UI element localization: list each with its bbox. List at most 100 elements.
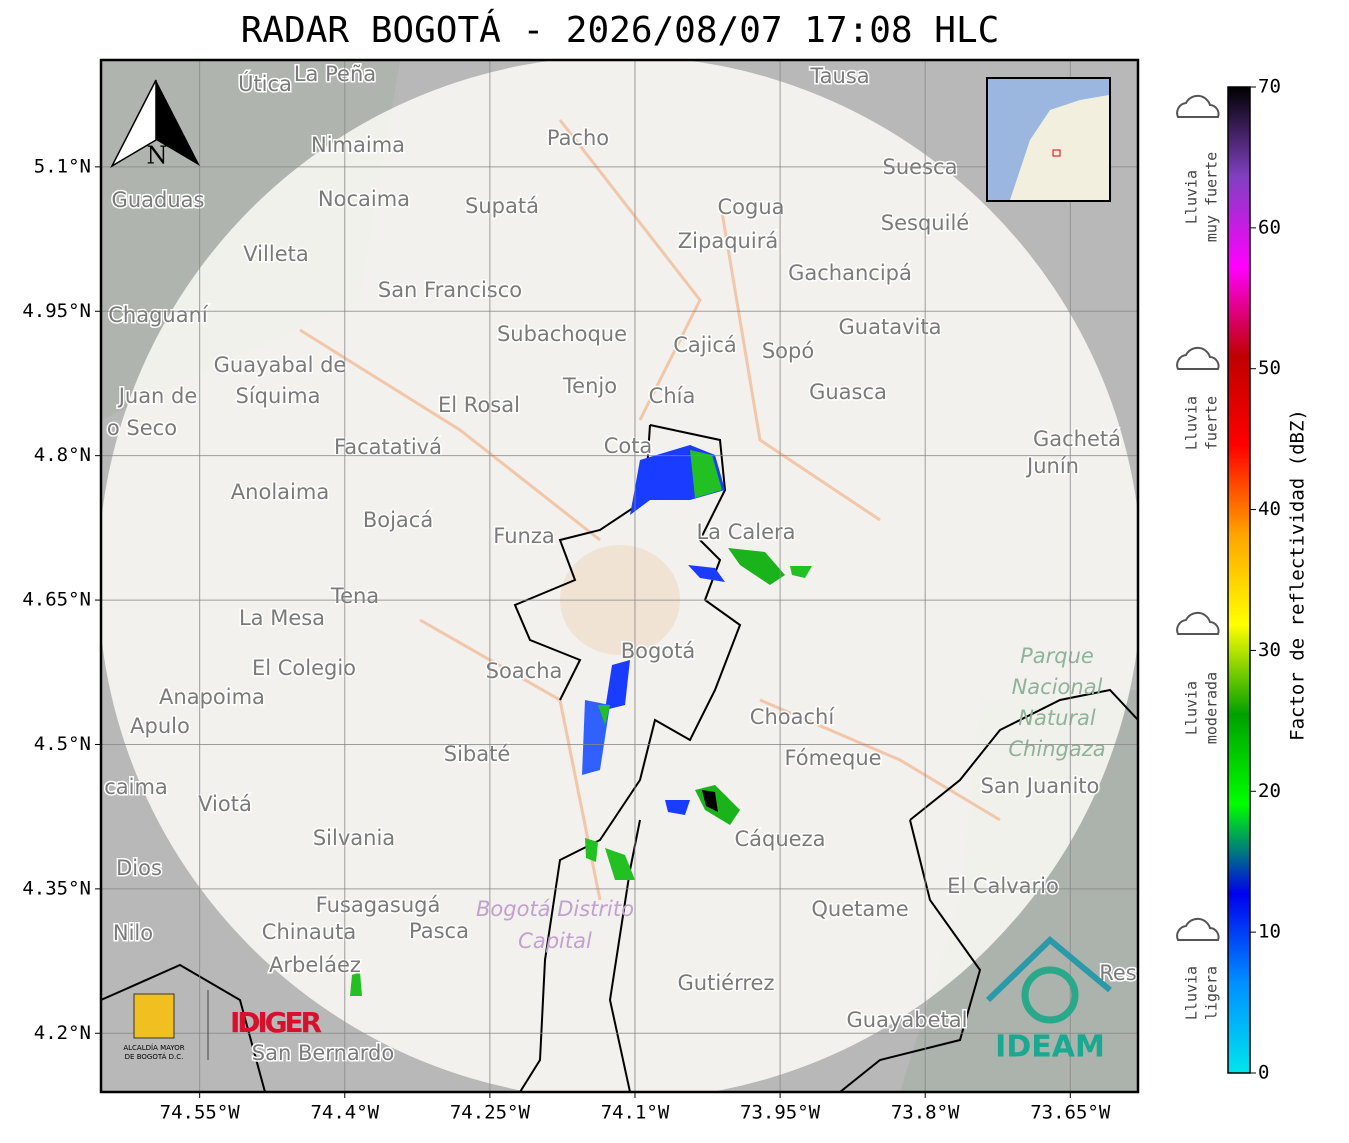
place-label: Dios [116,856,162,880]
place-label: Útica [238,71,292,96]
place-label: Anolaima [231,480,329,504]
y-tick-label: 4.65°N [22,589,91,611]
north-label: N [147,142,168,170]
place-label: Nilo [113,921,153,945]
y-tick-label: 5.1°N [34,155,91,177]
place-label: Guayabal de [214,353,347,377]
place-label: La Mesa [239,606,325,630]
place-label: San Bernardo [252,1041,394,1065]
y-tick-label: 4.5°N [34,733,91,755]
north-arrow: N [110,79,200,170]
place-label: Pasca [409,919,469,943]
roads [299,119,1001,901]
place-label: Funza [493,524,554,548]
echo [350,972,362,996]
place-label: El Rosal [438,393,520,417]
place-label: Sibaté [444,742,511,766]
park-label: Parque [1020,644,1094,668]
place-label: La Calera [696,520,795,544]
echo [605,848,635,880]
place-label: Chía [649,384,696,408]
x-tick-label: 73.65°W [1030,1102,1111,1124]
place-label: Tausa [809,64,869,88]
place-label: Choachí [750,705,836,729]
place-label: caima [104,775,168,799]
echo [728,548,785,585]
colorbar-tick-label: 60 [1258,216,1281,238]
place-label: Chaguaní [108,303,209,327]
place-label: Res [1099,961,1137,985]
rain-level-label: Lluvia [1183,170,1201,224]
place-label: Bojacá [363,508,433,532]
district-label: Bogotá Distrito [476,897,634,921]
y-tick-label: 4.35°N [22,877,91,899]
cloud-icon [1176,611,1220,635]
x-tick-label: 74.1°W [601,1102,670,1124]
y-tick-label: 4.8°N [34,444,91,466]
colorbar-tick-label: 50 [1258,357,1281,379]
echo [790,566,812,578]
place-label: La Peña [294,62,376,86]
map-frame [99,58,1140,1094]
place-label: Cajicá [673,333,737,357]
place-label: Arbeláez [269,953,361,977]
park-label: Chingaza [1008,737,1105,761]
y-tick-label: 4.2°N [34,1022,91,1044]
idiger-logo: IDIGER [230,1006,322,1039]
place-label: Subachoque [497,322,627,346]
colorbar-label: Factor de reflectividad (dBZ) [1287,409,1309,741]
x-tick-label: 73.95°W [740,1102,821,1124]
place-label: Quetame [811,897,908,921]
rain-level-label: Lluvia [1183,396,1201,450]
place-label: Guasca [809,380,887,404]
place-label: Juan de [117,384,198,408]
radar-echoes [350,445,812,996]
place-label: Cota [604,434,653,458]
ideam-roof [985,935,1112,1003]
place-label: Gachancipá [788,261,912,285]
district-label: Capital [518,929,592,953]
place-label: o Seco [107,416,177,440]
place-label: Guatavita [839,315,942,339]
district-boundary [513,424,742,1092]
x-tick-label: 74.55°W [160,1102,241,1124]
colorbar: Factor de reflectividad (dBZ) 0 10 20 30 40 5… [1227,76,1309,1084]
colorbar-tick-label: 30 [1258,639,1281,661]
place-label: Gutiérrez [678,971,775,995]
inset-map [986,77,1111,202]
ideam-logo: IDEAM [995,1030,1105,1065]
place-label: Zipaquirá [678,229,778,253]
x-tick-label: 74.4°W [310,1102,379,1124]
place-label: Apulo [130,714,190,738]
logos: ALCALDÍA MAYOR DE BOGOTÁ D.C. IDIGER IDE… [123,935,1112,1065]
rain-level-label: Lluvia [1183,966,1201,1020]
x-tick-label: 74.25°W [450,1102,531,1124]
place-label: Soacha [486,659,563,683]
colorbar-tick-label: 10 [1258,921,1281,943]
place-label: Cogua [717,195,784,219]
echo [665,800,690,815]
place-label: Síquima [236,384,321,408]
ideam-swirl [1021,966,1079,1024]
place-label: Viotá [198,792,252,816]
place-label: Tena [330,584,379,608]
place-label: Pacho [547,126,609,150]
colorbar-scale [1227,86,1251,1074]
place-label: Sopó [762,339,814,363]
echo [598,705,610,725]
place-label: Junín [1025,454,1079,478]
place-label: Nimaima [311,133,405,157]
crest [133,993,175,1039]
department-boundary [101,688,1138,1092]
colorbar-tick-label: 20 [1258,780,1281,802]
title: RADAR BOGOTÁ - 2026/08/07 17:08 HLC [241,9,1000,51]
alcaldia-text: ALCALDÍA MAYOR [123,1043,184,1052]
park-label: Natural [1018,706,1096,730]
cloud-icon [1176,94,1220,118]
rain-level-label: muy fuerte [1203,152,1221,242]
place-label: Fómeque [784,746,881,770]
place-label: El Calvario [947,874,1059,898]
